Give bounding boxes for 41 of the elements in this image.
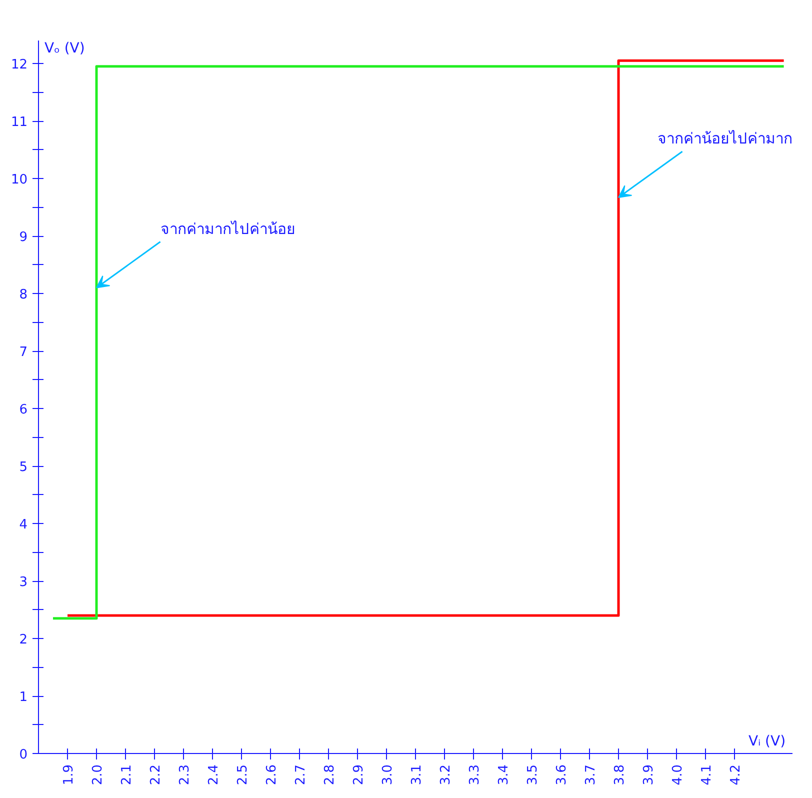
x-tick-label: 3.0 [380, 764, 396, 786]
x-tick-label: 3.5 [526, 764, 540, 786]
x-tick-label: 2.9 [352, 764, 366, 786]
y-tick-label: 4 [19, 518, 28, 532]
y-tick-label: 11 [10, 115, 28, 130]
x-tick-label: 2.3 [178, 764, 192, 786]
y-tick-label: 0 [19, 748, 28, 762]
x-tick-label: 3.7 [584, 764, 598, 786]
x-tick-label: 3.9 [642, 764, 656, 786]
y-tick-label: 1 [19, 690, 28, 705]
x-tick-label: 2.5 [236, 764, 250, 786]
y-tick-label: 5 [19, 460, 28, 475]
y-tick-label: 8 [19, 288, 28, 302]
x-tick-label: 2.7 [294, 764, 308, 786]
x-axis-title: Vᵢ (V) [748, 734, 786, 750]
y-tick-label: 6 [19, 402, 28, 418]
y-tick-label: 10 [10, 172, 28, 188]
y-tick-label: 12 [10, 58, 28, 72]
x-tick-label: 3.4 [496, 764, 512, 786]
x-tick-label: 1.9 [62, 764, 76, 786]
y-tick-label: 7 [19, 345, 28, 360]
y-tick-label: 2 [19, 632, 28, 648]
y-tick-label: 9 [19, 230, 28, 245]
x-tick-label: 4.1 [700, 764, 714, 786]
annotation: จากค่ามากไปค่าน้อย [160, 220, 296, 238]
x-tick-label: 3.2 [438, 764, 454, 786]
x-tick-label: 2.4 [206, 764, 222, 786]
x-tick-label: 4.2 [728, 764, 744, 786]
x-tick-label: 3.8 [612, 764, 628, 786]
x-tick-label: 3.3 [468, 764, 482, 786]
x-tick-label: 2.2 [148, 764, 164, 786]
y-tick-label: 3 [19, 575, 28, 590]
x-tick-label: 4.0 [670, 764, 686, 786]
y-axis-title: Vₒ (V) [44, 40, 85, 56]
annotation: จากค่าน้อยไปค่ามาก [658, 129, 792, 148]
x-tick-label: 3.6 [554, 764, 570, 786]
x-tick-label: 2.1 [120, 764, 134, 786]
x-tick-label: 3.1 [410, 764, 424, 786]
x-tick-label: 2.8 [322, 764, 338, 786]
x-tick-label: 2.6 [264, 764, 280, 786]
x-tick-label: 2.0 [90, 764, 106, 786]
